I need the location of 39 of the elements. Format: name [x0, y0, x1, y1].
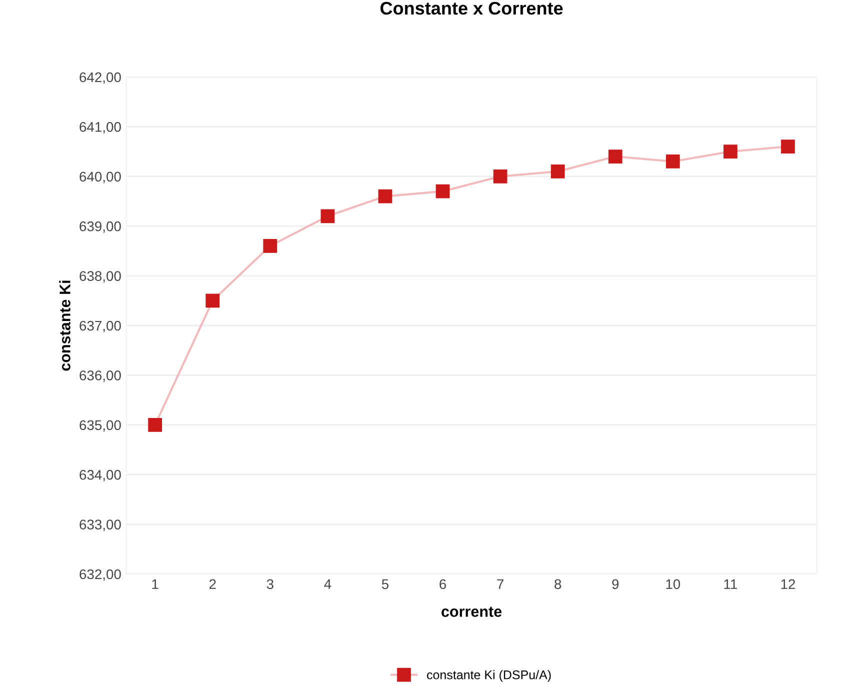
- point: [436, 184, 450, 198]
- x-tick-label: 3: [266, 579, 274, 590]
- y-tick-label: 632,00: [80, 569, 121, 581]
- y-tick-label: 637,00: [80, 320, 121, 332]
- x-tick-label: 4: [324, 579, 332, 589]
- y-tick-label: 639,00: [80, 221, 121, 233]
- x-tick-label: 1: [152, 579, 158, 589]
- y-tick-label: 636,00: [80, 370, 121, 382]
- x-tick-label: 10: [666, 579, 680, 590]
- x-tick-label: 2: [209, 579, 216, 589]
- x-tick-label: 9: [612, 579, 619, 590]
- point: [148, 418, 162, 432]
- chart-title: Constante x Corrente: [380, 2, 563, 15]
- x-tick-label: 5: [382, 579, 388, 590]
- x-tick-label: 12: [781, 579, 795, 589]
- point: [666, 154, 680, 168]
- y-tick-label: 635,00: [80, 420, 121, 432]
- point: [378, 189, 392, 204]
- point: [550, 164, 565, 178]
- point: [493, 169, 508, 184]
- point: [608, 150, 622, 164]
- y-tick-label: 638,00: [80, 271, 121, 283]
- legend-label: constante Ki (DSPu/A): [427, 670, 551, 682]
- point: [320, 209, 335, 224]
- x-tick-label: 8: [554, 579, 562, 590]
- y-tick-label: 634,00: [80, 470, 121, 482]
- point: [781, 140, 795, 154]
- x-axis-title: corrente: [442, 606, 502, 617]
- y-tick-label: 641,00: [80, 122, 121, 134]
- y-axis-title: constante Ki: [59, 280, 70, 371]
- x-tick-label: 7: [497, 579, 504, 589]
- y-tick-label: 642,00: [80, 72, 121, 84]
- point: [723, 144, 738, 158]
- x-tick-label: 11: [724, 579, 737, 589]
- point: [263, 239, 278, 253]
- y-tick-label: 640,00: [80, 172, 121, 184]
- x-tick-label: 6: [440, 579, 446, 590]
- y-tick-label: 633,00: [80, 520, 121, 532]
- point: [206, 294, 220, 308]
